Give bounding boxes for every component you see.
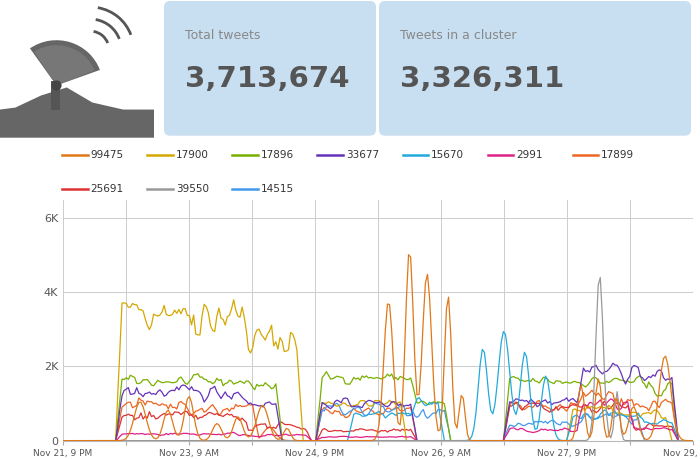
Circle shape <box>51 80 62 90</box>
Text: Tweets in a cluster: Tweets in a cluster <box>400 29 517 42</box>
Wedge shape <box>30 40 100 85</box>
Text: 3,713,674: 3,713,674 <box>185 65 349 93</box>
Text: 39550: 39550 <box>176 184 209 194</box>
Text: 17900: 17900 <box>176 150 209 160</box>
Bar <box>51 81 60 110</box>
Text: 15670: 15670 <box>431 150 464 160</box>
Text: 2991: 2991 <box>516 150 542 160</box>
Text: Total tweets: Total tweets <box>185 29 260 42</box>
Polygon shape <box>0 88 154 138</box>
Wedge shape <box>34 45 94 85</box>
FancyBboxPatch shape <box>164 1 376 136</box>
Text: 17896: 17896 <box>260 150 294 160</box>
FancyBboxPatch shape <box>379 1 691 136</box>
Text: 33677: 33677 <box>346 150 379 160</box>
Text: 14515: 14515 <box>260 184 294 194</box>
Text: 3,326,311: 3,326,311 <box>400 65 564 93</box>
Text: 99475: 99475 <box>91 150 124 160</box>
Text: 17899: 17899 <box>601 150 634 160</box>
Text: 25691: 25691 <box>91 184 124 194</box>
